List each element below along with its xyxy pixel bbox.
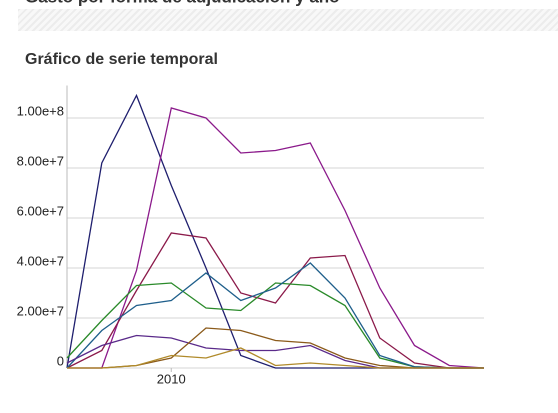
series-line: [67, 327, 484, 369]
page-heading: Gasto por forma de adjudicación y año: [25, 0, 340, 6]
series-line: [66, 282, 484, 369]
chart-title: Gráfico de serie temporal: [25, 51, 218, 68]
y-tick-label: 4.00e+7: [17, 253, 64, 268]
heading-bar: [18, 9, 558, 31]
series-line: [67, 347, 484, 369]
series-line: [67, 107, 485, 369]
x-tick-label: 2010: [157, 371, 186, 386]
series-line: [66, 262, 484, 369]
series-line: [66, 232, 484, 369]
y-tick-label: 8.00e+7: [17, 153, 64, 168]
series-line: [66, 93, 484, 369]
y-tick-label: 1.00e+8: [17, 103, 64, 118]
y-tick-label: 0: [57, 353, 64, 368]
y-tick-label: 2.00e+7: [17, 303, 64, 318]
y-tick-label: 6.00e+7: [17, 203, 64, 218]
